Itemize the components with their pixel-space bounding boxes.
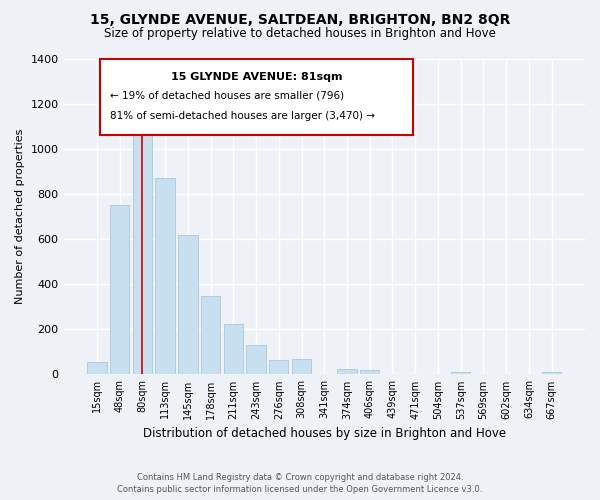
Bar xyxy=(201,296,220,374)
Bar xyxy=(360,370,379,374)
Bar xyxy=(542,372,561,374)
Bar xyxy=(178,234,197,374)
Bar xyxy=(155,178,175,374)
Bar xyxy=(292,358,311,374)
FancyBboxPatch shape xyxy=(100,59,413,134)
Bar xyxy=(110,206,130,374)
Bar xyxy=(451,372,470,374)
Bar xyxy=(337,369,356,374)
X-axis label: Distribution of detached houses by size in Brighton and Hove: Distribution of detached houses by size … xyxy=(143,427,506,440)
Text: 15 GLYNDE AVENUE: 81sqm: 15 GLYNDE AVENUE: 81sqm xyxy=(171,72,342,82)
Bar xyxy=(87,362,107,374)
Text: Contains public sector information licensed under the Open Government Licence v3: Contains public sector information licen… xyxy=(118,485,482,494)
Text: Size of property relative to detached houses in Brighton and Hove: Size of property relative to detached ho… xyxy=(104,28,496,40)
Bar xyxy=(247,345,266,374)
Bar xyxy=(133,128,152,374)
Bar xyxy=(224,324,243,374)
Text: ← 19% of detached houses are smaller (796): ← 19% of detached houses are smaller (79… xyxy=(110,90,344,101)
Y-axis label: Number of detached properties: Number of detached properties xyxy=(15,129,25,304)
Text: Contains HM Land Registry data © Crown copyright and database right 2024.: Contains HM Land Registry data © Crown c… xyxy=(137,472,463,482)
Text: 81% of semi-detached houses are larger (3,470) →: 81% of semi-detached houses are larger (… xyxy=(110,111,376,121)
Bar xyxy=(269,360,289,374)
Text: 15, GLYNDE AVENUE, SALTDEAN, BRIGHTON, BN2 8QR: 15, GLYNDE AVENUE, SALTDEAN, BRIGHTON, B… xyxy=(90,12,510,26)
